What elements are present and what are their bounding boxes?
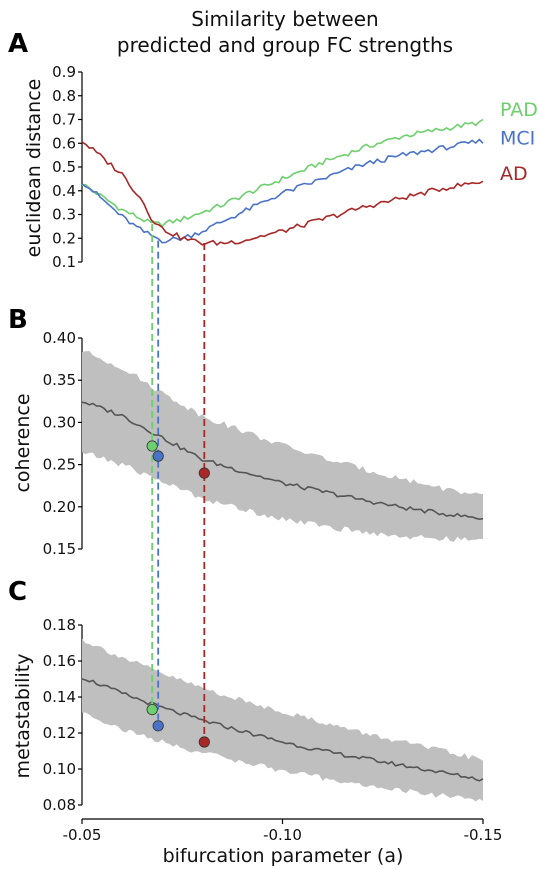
panel-b-marker-ad	[198, 467, 210, 479]
panel-c-y-tick-label: 0.12	[43, 724, 76, 742]
panel-b-y-tick-label: 0.35	[43, 371, 76, 389]
panel-c-y-axis-label: metastability	[12, 654, 34, 779]
x-axis: -0.05 -0.10 -0.15	[63, 818, 503, 844]
panel-a-y-tick-label: 0.9	[52, 63, 76, 81]
series-label-mci: MCI	[500, 128, 535, 150]
panel-a-y-axis-label: euclidean distance	[23, 79, 45, 258]
panel-b-y-tick-label: 0.20	[43, 498, 76, 516]
panel-a-y-tick-label: 0.8	[52, 87, 76, 105]
panel-c-marker-pad	[146, 703, 158, 716]
panel-c-y-tick-label: 0.14	[43, 688, 76, 706]
series-label-pad: PAD	[500, 99, 538, 121]
panel-b-y-tick-label: 0.40	[43, 329, 76, 347]
x-tick-label: -0.05	[63, 826, 102, 844]
panel-c-y-tick-label: 0.18	[43, 616, 76, 634]
x-tick-label: -0.15	[464, 826, 503, 844]
figure-title-line-2: predicted and group FC strengths	[117, 33, 453, 57]
panel-a-series-line-mci	[81, 138, 484, 244]
panel-c-marker-mci	[152, 720, 164, 732]
markers	[146, 440, 210, 748]
panel-c-std-band	[82, 638, 483, 802]
panel-b-marker-mci	[152, 450, 164, 462]
panel-b-y-axis-label: coherence	[12, 393, 34, 492]
panel-b-std-band	[82, 351, 483, 542]
series-label-ad: AD	[500, 163, 528, 185]
panel-a-series-line-pad	[81, 118, 484, 228]
drop-lines	[151, 224, 206, 736]
panel-b-letter: B	[8, 305, 28, 335]
panel-a-y-tick-label: 0.7	[52, 111, 76, 129]
panel-a-y-tick-label: 0.4	[52, 182, 76, 200]
panel-a-y-tick-label: 0.6	[52, 134, 76, 152]
panel-b-y-tick-label: 0.15	[43, 540, 76, 558]
panel-a-letter: A	[8, 29, 28, 59]
x-axis-label: bifurcation parameter (a)	[163, 845, 404, 867]
panel-b-marker-pad	[146, 440, 158, 452]
panel-c-y-tick-label: 0.16	[43, 652, 76, 670]
panel-a-y-tick-label: 0.2	[52, 229, 76, 247]
x-tick-label: -0.10	[263, 826, 302, 844]
panel-a-series-line-ad	[81, 141, 484, 246]
panel-c-marker-ad	[198, 736, 210, 748]
figure-title-line-1: Similarity between	[191, 7, 378, 31]
panel-a-y-tick-label: 0.1	[52, 253, 76, 271]
panel-a-y-tick-label: 0.5	[52, 158, 76, 176]
panel-c-metastability: 0.08 0.10 0.12 0.14 0.16 0.18	[43, 616, 484, 814]
panel-c-y-tick-label: 0.08	[43, 796, 76, 814]
panel-c-mean-line	[81, 678, 484, 782]
panel-b-mean-line	[81, 401, 484, 521]
panel-b-y-tick-label: 0.30	[43, 413, 76, 431]
panel-b-y-tick-label: 0.25	[43, 456, 76, 474]
panel-c-y-tick-label: 0.10	[43, 760, 76, 778]
panel-b-coherence: 0.15 0.20 0.25 0.30 0.35 0.40	[43, 329, 484, 558]
panel-a-euclidean-distance: 0.1 0.2 0.3 0.4 0.5 0.6 0.7 0.8 0.9 PAD MCI AD	[52, 63, 538, 271]
panel-c-letter: C	[8, 577, 27, 607]
panel-a-y-tick-label: 0.3	[52, 206, 76, 224]
